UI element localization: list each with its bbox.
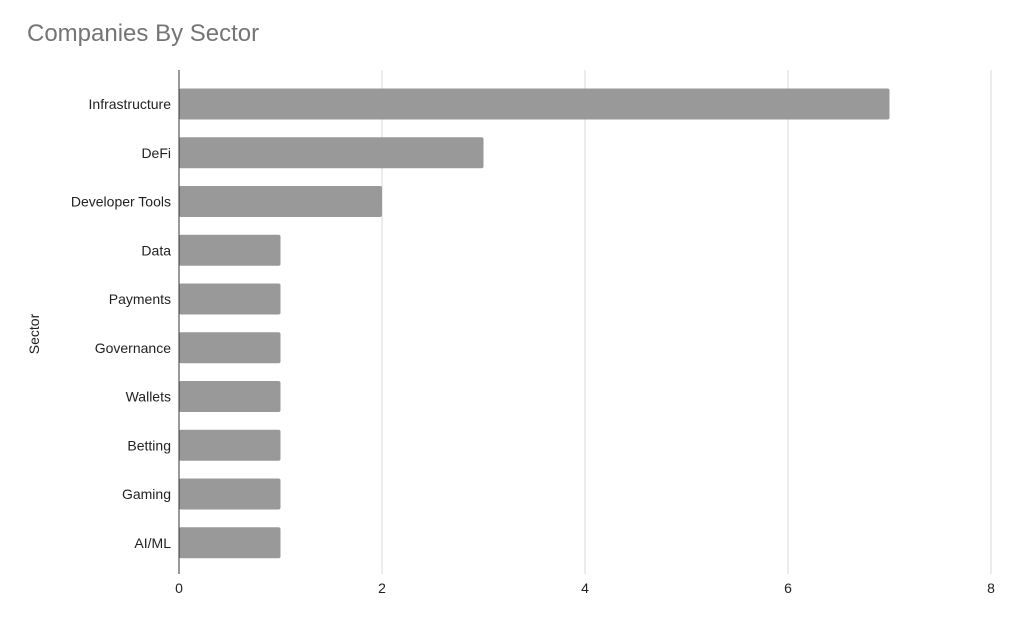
bar-data[interactable] — [179, 234, 281, 266]
bar-wallets[interactable] — [179, 381, 281, 412]
category-labels: Infrastructure DeFi Developer Tools Data Pay… — [71, 96, 171, 551]
x-tick-label: 6 — [784, 580, 792, 596]
bar-developer-tools[interactable] — [179, 186, 382, 217]
bar-ai-ml[interactable] — [179, 527, 281, 559]
category-label: Payments — [109, 291, 171, 307]
chart-title: Companies By Sector — [27, 20, 260, 47]
x-tick-label: 2 — [378, 580, 386, 596]
bar-betting[interactable] — [179, 429, 281, 461]
category-label: Wallets — [126, 389, 171, 405]
bars — [179, 88, 890, 559]
category-label: Governance — [95, 340, 171, 356]
x-tick-labels: 0 2 4 6 8 — [175, 580, 995, 596]
category-label: Infrastructure — [89, 96, 172, 112]
category-label: DeFi — [141, 145, 171, 161]
x-tick-label: 8 — [987, 580, 995, 596]
bar-governance[interactable] — [179, 332, 281, 364]
category-label: Developer Tools — [71, 194, 171, 210]
x-tick-label: 4 — [581, 580, 589, 596]
bar-gaming[interactable] — [179, 478, 281, 510]
bar-payments[interactable] — [179, 283, 281, 315]
category-label: AI/ML — [134, 535, 171, 551]
x-tick-label: 0 — [175, 580, 183, 596]
bar-defi[interactable] — [179, 137, 484, 169]
category-label: Data — [141, 242, 171, 258]
bar-infrastructure[interactable] — [179, 88, 890, 120]
category-label: Gaming — [122, 486, 171, 502]
category-label: Betting — [127, 437, 171, 453]
